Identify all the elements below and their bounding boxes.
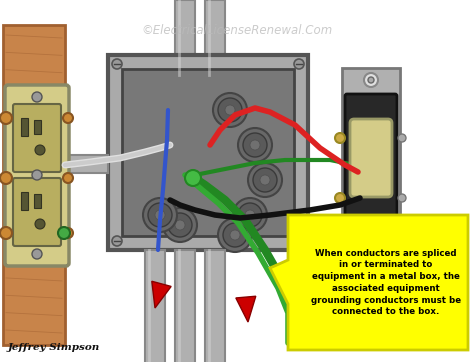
- FancyBboxPatch shape: [34, 120, 41, 134]
- Circle shape: [230, 230, 240, 240]
- Circle shape: [253, 168, 277, 192]
- Circle shape: [35, 145, 45, 155]
- Circle shape: [260, 175, 270, 185]
- Text: Jeffrey Simpson: Jeffrey Simpson: [8, 343, 100, 352]
- Text: When conductors are spliced
in or terminated to
equipment in a metal box, the
as: When conductors are spliced in or termin…: [311, 248, 461, 316]
- FancyBboxPatch shape: [13, 104, 61, 172]
- FancyBboxPatch shape: [34, 194, 41, 208]
- Circle shape: [63, 228, 73, 238]
- Circle shape: [63, 173, 73, 183]
- FancyBboxPatch shape: [205, 0, 225, 75]
- Circle shape: [233, 198, 267, 232]
- Circle shape: [400, 218, 410, 228]
- Circle shape: [63, 113, 73, 123]
- Circle shape: [143, 198, 177, 232]
- Circle shape: [364, 259, 378, 273]
- Circle shape: [0, 112, 12, 124]
- Circle shape: [218, 218, 252, 252]
- Circle shape: [58, 227, 70, 239]
- FancyBboxPatch shape: [205, 250, 225, 362]
- Circle shape: [398, 229, 406, 237]
- Circle shape: [112, 236, 122, 246]
- Text: ©ElectricalLicenseRenewal.Com: ©ElectricalLicenseRenewal.Com: [141, 24, 333, 37]
- Circle shape: [32, 249, 42, 259]
- FancyBboxPatch shape: [145, 250, 165, 362]
- Circle shape: [368, 77, 374, 83]
- Circle shape: [335, 133, 345, 143]
- FancyBboxPatch shape: [65, 155, 108, 173]
- Circle shape: [245, 210, 255, 220]
- FancyBboxPatch shape: [13, 178, 61, 246]
- Circle shape: [163, 208, 197, 242]
- Circle shape: [335, 228, 345, 238]
- Circle shape: [218, 98, 242, 122]
- Circle shape: [238, 128, 272, 162]
- Polygon shape: [270, 215, 468, 350]
- Circle shape: [368, 263, 374, 269]
- FancyBboxPatch shape: [3, 25, 65, 345]
- FancyBboxPatch shape: [175, 250, 195, 362]
- Circle shape: [32, 92, 42, 102]
- Polygon shape: [236, 296, 256, 322]
- Circle shape: [0, 227, 12, 239]
- Circle shape: [35, 219, 45, 229]
- Circle shape: [398, 194, 406, 202]
- Circle shape: [294, 59, 304, 69]
- FancyBboxPatch shape: [21, 118, 28, 136]
- Circle shape: [335, 193, 345, 203]
- Circle shape: [213, 93, 247, 127]
- Circle shape: [248, 163, 282, 197]
- FancyBboxPatch shape: [122, 69, 294, 236]
- Circle shape: [294, 236, 304, 246]
- Circle shape: [175, 220, 185, 230]
- FancyBboxPatch shape: [175, 0, 195, 75]
- Circle shape: [155, 210, 165, 220]
- FancyBboxPatch shape: [342, 68, 400, 278]
- Circle shape: [398, 134, 406, 142]
- Circle shape: [223, 223, 247, 247]
- Circle shape: [168, 213, 192, 237]
- Circle shape: [364, 73, 378, 87]
- FancyBboxPatch shape: [350, 119, 392, 197]
- FancyBboxPatch shape: [21, 192, 28, 210]
- Circle shape: [148, 203, 172, 227]
- Circle shape: [32, 170, 42, 180]
- Circle shape: [225, 105, 235, 115]
- Circle shape: [185, 170, 201, 186]
- Circle shape: [112, 59, 122, 69]
- Polygon shape: [152, 281, 171, 308]
- Circle shape: [250, 140, 260, 150]
- FancyBboxPatch shape: [345, 94, 397, 252]
- FancyBboxPatch shape: [108, 55, 308, 250]
- Circle shape: [238, 203, 262, 227]
- Circle shape: [0, 172, 12, 184]
- FancyBboxPatch shape: [5, 85, 69, 266]
- Circle shape: [243, 133, 267, 157]
